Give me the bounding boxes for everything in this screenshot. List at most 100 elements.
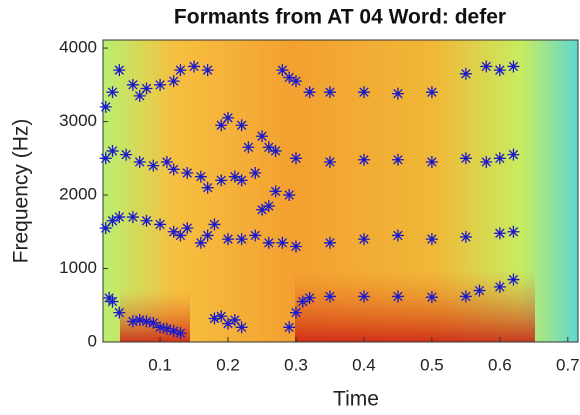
formant-marker: [160, 322, 173, 335]
x-axis-label: Time: [333, 388, 379, 411]
plot-area: [102, 39, 579, 343]
formant-marker: [235, 233, 248, 246]
formant-marker: [147, 159, 160, 172]
spectrogram-energy: [295, 270, 535, 342]
formant-marker: [276, 64, 289, 77]
formant-marker: [493, 280, 506, 293]
formant-marker: [391, 229, 404, 242]
formant-marker: [303, 86, 316, 99]
formant-marker: [194, 236, 207, 249]
formant-marker: [249, 229, 262, 242]
formant-marker: [201, 181, 214, 194]
formant-marker: [106, 214, 119, 227]
formant-marker: [276, 236, 289, 249]
formant-marker: [154, 218, 167, 231]
formant-marker: [174, 327, 187, 340]
formant-marker: [323, 236, 336, 249]
y-axis-label: Frequency (Hz): [10, 119, 33, 264]
formant-marker: [126, 211, 139, 224]
formant-marker: [262, 200, 275, 213]
formant-marker: [222, 233, 235, 246]
y-tick-label: 4000: [59, 38, 97, 57]
formant-marker: [425, 291, 438, 304]
formant-marker: [181, 222, 194, 235]
formant-marker: [303, 291, 316, 304]
formant-marker: [201, 64, 214, 77]
formant-marker: [262, 236, 275, 249]
x-tick-label: 0.7: [556, 355, 580, 374]
y-tick-label: 0: [88, 331, 97, 350]
formant-marker: [269, 185, 282, 198]
formant-marker: [154, 321, 167, 334]
formant-marker: [357, 153, 370, 166]
formant-marker: [507, 148, 520, 161]
formant-marker: [507, 60, 520, 73]
formant-marker: [133, 89, 146, 102]
x-tick-label: 0.3: [284, 355, 308, 374]
x-tick-label: 0.5: [420, 355, 444, 374]
formant-marker: [289, 75, 302, 88]
formant-marker: [181, 166, 194, 179]
formant-marker: [228, 313, 241, 326]
formant-marker: [113, 211, 126, 224]
formant-marker: [120, 148, 133, 161]
formant-marker: [283, 321, 296, 334]
formant-marker: [425, 86, 438, 99]
formant-marker: [147, 316, 160, 329]
formant-marker: [507, 273, 520, 286]
formant-marker: [323, 290, 336, 303]
formant-marker: [174, 64, 187, 77]
formant-marker: [493, 227, 506, 240]
formant-marker: [113, 306, 126, 319]
formant-marker: [228, 170, 241, 183]
formant-marker: [425, 233, 438, 246]
formant-marker: [357, 290, 370, 303]
formant-marker: [493, 64, 506, 77]
formant-marker: [167, 324, 180, 337]
y-tick-label: 1000: [59, 258, 97, 277]
formant-marker: [493, 152, 506, 165]
formant-marker: [249, 166, 262, 179]
formant-marker: [133, 155, 146, 168]
formant-marker: [194, 170, 207, 183]
formant-marker: [106, 295, 119, 308]
y-tick-label: 2000: [59, 185, 97, 204]
formant-marker: [289, 240, 302, 253]
formant-marker: [106, 86, 119, 99]
formant-marker: [391, 87, 404, 100]
formant-marker: [283, 71, 296, 84]
formant-marker: [459, 152, 472, 165]
formant-marker: [459, 230, 472, 243]
formant-marker: [283, 189, 296, 202]
formant-marker: [269, 144, 282, 157]
formant-marker: [357, 233, 370, 246]
formant-marker: [133, 313, 146, 326]
formant-marker: [174, 229, 187, 242]
formant-marker: [99, 100, 112, 113]
formant-marker: [480, 60, 493, 73]
formant-marker: [235, 174, 248, 187]
formant-marker: [289, 152, 302, 165]
formant-marker: [256, 130, 269, 143]
formant-marker: [201, 229, 214, 242]
formant-marker: [208, 218, 221, 231]
formant-marker: [188, 60, 201, 73]
x-tick-label: 0.6: [488, 355, 512, 374]
formant-marker: [242, 141, 255, 154]
formant-marker: [140, 214, 153, 227]
x-tick-label: 0.4: [352, 355, 376, 374]
formant-marker: [222, 111, 235, 124]
formant-marker: [140, 82, 153, 95]
x-tick-label: 0.1: [148, 355, 172, 374]
formant-marker: [473, 284, 486, 297]
formant-marker: [222, 317, 235, 330]
formant-marker: [215, 119, 228, 132]
x-tick-label: 0.2: [216, 355, 240, 374]
formant-marker: [357, 86, 370, 99]
formant-marker: [208, 312, 221, 325]
chart-title: Formants from AT 04 Word: defer: [174, 6, 506, 29]
formant-marker: [160, 155, 173, 168]
formant-marker: [99, 222, 112, 235]
formant-marker: [480, 155, 493, 168]
